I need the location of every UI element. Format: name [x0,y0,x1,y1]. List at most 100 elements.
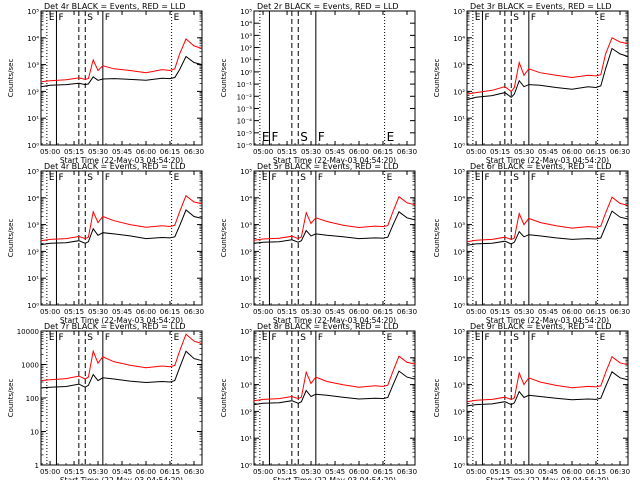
y-tick-label: 10³ [453,62,465,70]
marker-label: S [300,173,306,183]
marker-label: E [49,173,55,183]
y-tick-label: 10⁻⁴ [237,118,253,126]
x-tick-label: 06:30 [610,308,630,316]
y-tick-label: 10⁻⁶ [237,142,253,150]
marker-label: F [271,130,278,144]
x-tick-label: 06:30 [397,148,417,156]
x-tick-label: 06:00 [136,468,156,476]
marker-label: F [531,333,536,343]
series-lld-line [466,37,629,95]
y-tick-label: 10⁴ [27,195,39,203]
y-tick-label: 10⁰ [27,142,39,150]
y-tick-label: 10⁴ [453,355,465,363]
series-lld-line [40,194,203,242]
y-tick-label: 10⁵ [453,8,465,16]
marker-label: S [300,333,306,343]
y-tick-label: 10⁰ [240,462,252,470]
x-tick-label: 06:00 [136,308,156,316]
panel-title: Det 3r BLACK = Events, RED = LLD [470,2,612,11]
y-tick-label: 10⁴ [240,195,252,203]
x-axis-label: Start Time (22-May-03 04:54:20) [273,316,396,325]
y-tick-label: 10⁴ [453,35,465,43]
x-tick-label: 05:30 [301,308,321,316]
marker-label: F [58,173,63,183]
marker-label: F [271,333,276,343]
x-tick-label: 06:30 [397,468,417,476]
panel-title: Det 9r BLACK = Events, RED = LLD [470,322,612,331]
y-tick-label: 10000 [17,328,39,336]
y-tick-label: 10⁻⁵ [237,130,253,138]
x-tick-label: 05:00 [466,468,486,476]
marker-label: S [87,333,93,343]
marker-label: S [300,130,308,144]
x-tick-label: 06:00 [349,468,369,476]
x-tick-label: 05:45 [325,308,345,316]
y-tick-label: 10⁵ [453,328,465,336]
x-axis-label: Start Time (22-May-03 04:54:20) [486,476,609,480]
y-tick-label: 10² [240,45,252,53]
panel-title: Det 7r BLACK = Events, RED = LLD [44,322,186,331]
y-tick-label: 10⁴ [27,35,39,43]
x-tick-label: 05:45 [325,148,345,156]
detector-panel: Det 9r BLACK = Events, RED = LLD 10⁰ 10¹ 10… [433,322,630,480]
y-axis-label: Counts/sec [220,219,228,258]
x-tick-label: 06:30 [610,468,630,476]
plot-frame [466,170,629,306]
plot-frame [466,10,629,146]
marker-label: F [484,173,489,183]
y-tick-label: 10¹ [453,435,465,443]
x-tick-label: 06:30 [184,148,204,156]
marker-label: F [58,13,63,23]
marker-label: E [600,173,606,183]
marker-label: F [484,333,489,343]
y-axis-label: Counts/sec [220,59,228,98]
x-tick-label: 05:15 [277,308,297,316]
y-tick-label: 10⁵ [240,168,252,176]
x-tick-label: 05:30 [88,468,108,476]
marker-label: F [105,333,110,343]
marker-label: S [513,13,519,23]
x-tick-label: 06:30 [184,308,204,316]
x-tick-label: 05:15 [490,148,510,156]
detector-panel: Det 7r BLACK = Events, RED = LLD 1 10 100 10… [7,322,204,480]
x-tick-label: 05:00 [40,468,60,476]
detector-panel: Det 3r BLACK = Events, RED = LLD 10⁰ 10¹ 10… [433,2,630,165]
y-tick-label: 1 [35,462,39,470]
x-tick-label: 05:00 [253,148,273,156]
series-events-line [466,47,629,100]
x-tick-label: 05:15 [64,468,84,476]
x-tick-label: 06:15 [160,468,180,476]
marker-label: E [600,333,606,343]
plot-frame [40,10,203,146]
series-events-line [253,370,416,406]
x-tick-label: 05:00 [40,308,60,316]
y-tick-label: 10¹ [240,57,252,65]
marker-label: F [318,130,325,144]
x-axis-label: Start Time (22-May-03 04:54:20) [486,316,609,325]
series-events-line [40,350,203,389]
y-tick-label: 10⁻² [237,93,253,101]
x-axis-label: Start Time (22-May-03 04:54:20) [273,156,396,165]
x-tick-label: 05:15 [490,468,510,476]
detector-panel: Det 4r BLACK = Events, RED = LLD 10⁰ 10¹ 10… [7,2,204,165]
y-tick-label: 10¹ [240,435,252,443]
y-tick-label: 10⁰ [27,302,39,310]
marker-label: F [58,333,63,343]
x-tick-label: 05:00 [466,148,486,156]
x-axis-label: Start Time (22-May-03 04:54:20) [60,316,183,325]
marker-label: S [87,13,93,23]
marker-label: S [513,333,519,343]
x-tick-label: 05:45 [325,468,345,476]
marker-label: E [387,130,395,144]
series-lld-line [40,333,203,382]
x-tick-label: 05:45 [538,308,558,316]
y-tick-label: 10¹ [27,115,39,123]
marker-label: E [475,333,481,343]
marker-label: F [531,173,536,183]
y-tick-label: 10⁴ [453,195,465,203]
x-tick-label: 06:30 [610,148,630,156]
x-tick-label: 06:15 [373,468,393,476]
y-tick-label: 100 [26,395,39,403]
y-tick-label: 10⁴ [240,20,252,28]
panel-title: Det 6r BLACK = Events, RED = LLD [470,162,612,171]
